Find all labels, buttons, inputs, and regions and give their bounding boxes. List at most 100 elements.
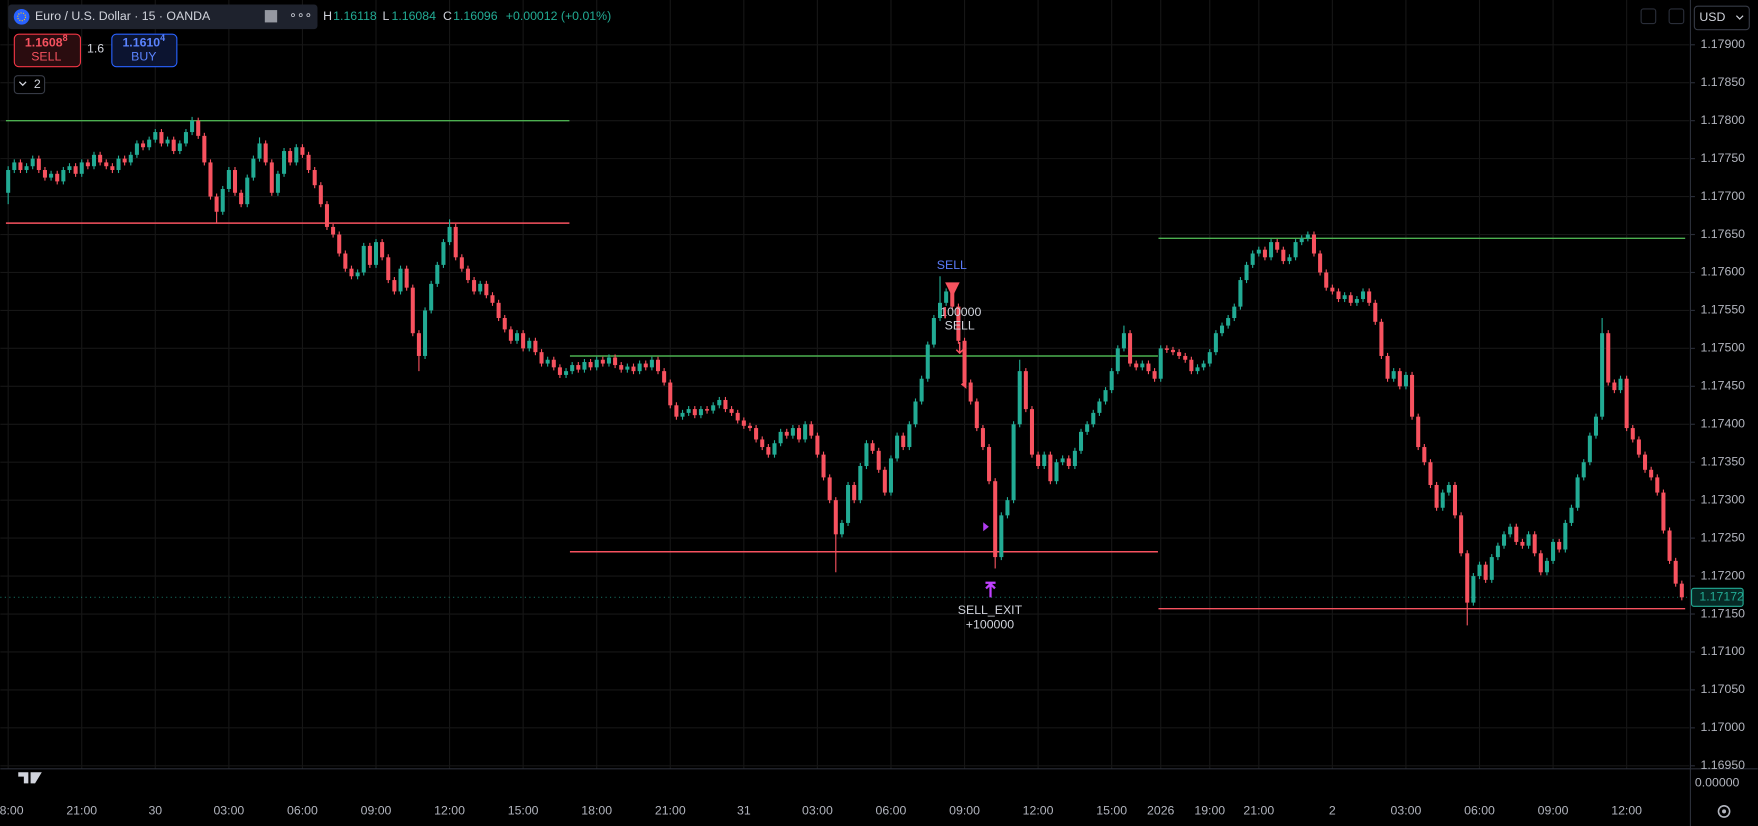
candle-body: [1299, 238, 1304, 243]
candle-body: [1410, 374, 1415, 417]
spread: 1.6: [87, 42, 104, 56]
candle-body: [1446, 484, 1451, 493]
candle-body: [766, 447, 771, 455]
candle-body: [1085, 424, 1090, 432]
candle-body: [1514, 526, 1519, 542]
x-tick-label: 31: [737, 804, 751, 818]
candle-body: [1121, 333, 1126, 349]
candle-body: [1422, 447, 1427, 463]
candle-body: [803, 424, 808, 440]
candle-body: [1477, 564, 1482, 577]
candle-body: [778, 431, 783, 444]
candle-body: [18, 162, 23, 171]
candle-body: [729, 409, 734, 413]
candle-body: [1201, 363, 1206, 368]
candle-body: [931, 318, 936, 345]
candle-body: [962, 340, 967, 383]
candle-body: [600, 359, 605, 364]
signal-entry-side: SELL: [945, 318, 975, 332]
candle-body: [968, 382, 973, 402]
candle-body: [447, 226, 452, 243]
x-tick-label: 12:00: [1023, 804, 1054, 818]
candle-body: [1600, 333, 1605, 417]
candle-body: [1109, 371, 1114, 391]
screenshot-icon[interactable]: [1668, 8, 1685, 25]
candle-body: [196, 120, 201, 136]
buy-price-main: 1.1610: [122, 36, 160, 50]
candle-body: [1311, 234, 1316, 254]
candle-body: [1495, 545, 1500, 558]
download-icon[interactable]: [1640, 8, 1657, 25]
candle-body: [864, 443, 869, 467]
x-tick-label: 09:00: [949, 804, 980, 818]
candle-body: [61, 170, 66, 182]
y-tick-label: 1.17050: [1701, 682, 1746, 696]
candle-body: [398, 268, 403, 292]
settings-icon[interactable]: [1717, 805, 1731, 818]
indicators-count: 2: [34, 77, 41, 91]
sell-button[interactable]: [13, 33, 82, 68]
candle-body: [282, 151, 287, 174]
candle-body: [858, 466, 863, 501]
sell-price-main: 1.1608: [25, 36, 63, 50]
candle-body: [668, 382, 673, 406]
candle-body: [1232, 306, 1237, 319]
candle-body: [1502, 534, 1507, 546]
candle-body: [361, 245, 366, 273]
candle-body: [1342, 295, 1347, 300]
ohlc-change: +0.00012 (+0.01%): [506, 9, 611, 23]
candle-body: [852, 484, 857, 501]
candle-body: [416, 333, 421, 356]
candle-body: [1275, 242, 1280, 250]
candle-body: [882, 469, 887, 493]
candle-body: [631, 366, 636, 372]
candle-body: [944, 291, 949, 303]
buy-button[interactable]: [111, 33, 178, 68]
candle-body: [637, 363, 642, 372]
candle-body: [214, 196, 219, 212]
indicators-toggle[interactable]: [13, 75, 46, 95]
candle-body: [1078, 431, 1084, 451]
candle-body: [1661, 492, 1666, 531]
candle-body: [1005, 500, 1010, 516]
candle-body: [1538, 553, 1543, 573]
candle-body: [1636, 439, 1641, 455]
more-button[interactable]: ∘∘∘: [289, 8, 312, 22]
candle-body: [343, 253, 348, 269]
candle-body: [1679, 583, 1684, 598]
candle-body: [1207, 352, 1212, 364]
sell-price: 1.16088: [25, 34, 68, 50]
candle-body: [263, 143, 268, 163]
symbol-box[interactable]: [8, 4, 318, 30]
candle-body: [1189, 359, 1194, 372]
candle-body: [275, 173, 280, 193]
candle-body: [459, 257, 464, 269]
x-tick-label: 2026: [1147, 804, 1175, 818]
tradingview-logo[interactable]: [18, 772, 42, 784]
candle-body: [239, 192, 244, 205]
y-tick-label: 1.17450: [1701, 379, 1746, 393]
candle-body: [1508, 526, 1513, 535]
candle-body: [98, 154, 103, 163]
candle-body: [478, 283, 483, 292]
candle-body: [1618, 378, 1623, 391]
buy-label: BUY: [131, 49, 156, 63]
candle-body: [1029, 409, 1034, 455]
candle-body: [533, 340, 538, 353]
candle-body: [606, 357, 611, 364]
candle-body: [141, 143, 146, 148]
candle-body: [257, 143, 262, 159]
exit-arrow: [985, 581, 996, 598]
candle-body: [1042, 454, 1047, 467]
volume-axis-label: 0.00000: [1695, 776, 1740, 790]
candle-body: [613, 357, 618, 366]
candle-body: [1023, 371, 1028, 410]
candle-body: [1563, 522, 1568, 550]
candle-body: [85, 162, 90, 167]
candle-body: [815, 435, 820, 455]
candle-body: [1379, 321, 1384, 356]
candle-body: [134, 143, 139, 155]
candle-body: [980, 428, 985, 448]
currency-select[interactable]: [1693, 5, 1750, 31]
candle-body: [1115, 348, 1120, 372]
